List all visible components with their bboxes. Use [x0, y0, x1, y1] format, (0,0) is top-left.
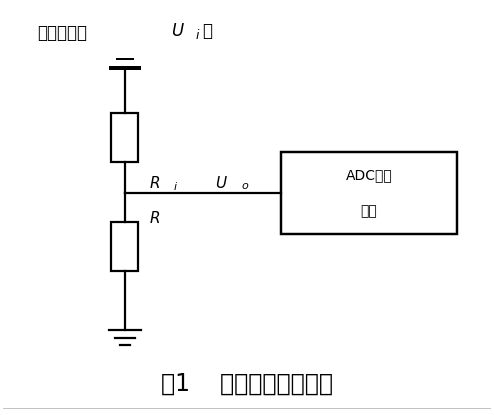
Text: 图1    热敏电阱测量电路: 图1 热敏电阱测量电路	[161, 371, 333, 395]
Text: $U$: $U$	[171, 22, 185, 40]
Text: 电路: 电路	[361, 205, 377, 219]
Text: ADC转换: ADC转换	[346, 168, 393, 182]
Bar	[112, 113, 138, 162]
Text: 参考电压（: 参考电压（	[37, 24, 87, 42]
Text: $U$: $U$	[215, 175, 228, 191]
Text: $R$: $R$	[149, 175, 160, 191]
Bar	[112, 222, 138, 271]
Text: $R$: $R$	[149, 210, 160, 226]
Text: $o$: $o$	[241, 181, 249, 191]
Text: $i$: $i$	[195, 28, 200, 42]
Bar	[281, 152, 457, 234]
Text: $i$: $i$	[172, 180, 177, 192]
Text: ）: ）	[202, 22, 212, 40]
